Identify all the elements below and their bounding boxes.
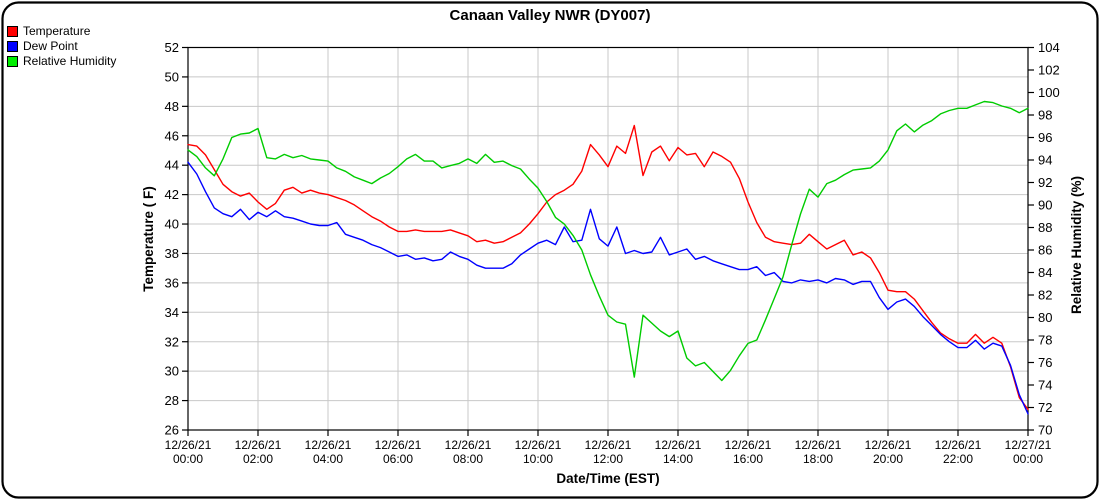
legend: Temperature Dew Point Relative Humidity	[7, 24, 116, 69]
gridlines	[188, 47, 1028, 430]
x-tick-date: 12/26/21	[515, 438, 562, 452]
x-tick-date: 12/26/21	[655, 438, 702, 452]
dew-point-line	[187, 161, 1029, 415]
legend-label: Relative Humidity	[23, 54, 117, 68]
temperature-swatch-icon	[7, 26, 18, 37]
right-tick-label: 70	[1038, 423, 1052, 438]
chart-title: Canaan Valley NWR (DY007)	[449, 7, 651, 24]
temperature-line	[187, 124, 1029, 411]
left-tick-label: 50	[165, 69, 179, 84]
x-tick-time: 22:00	[943, 452, 973, 466]
x-tick-date: 12/27/21	[1005, 438, 1052, 452]
right-tick-label: 98	[1038, 108, 1052, 123]
legend-label: Dew Point	[23, 39, 78, 53]
x-tick-time: 18:00	[803, 452, 833, 466]
left-tick-label: 44	[165, 158, 179, 173]
left-tick-label: 32	[165, 334, 179, 349]
left-tick-label: 38	[165, 246, 179, 261]
right-tick-label: 82	[1038, 288, 1052, 303]
right-tick-label: 80	[1038, 310, 1052, 325]
right-tick-label: 104	[1038, 40, 1060, 55]
x-tick-date: 12/26/21	[725, 438, 772, 452]
right-tick-label: 84	[1038, 265, 1052, 280]
legend-item-temperature: Temperature	[7, 24, 116, 39]
right-tick-label: 92	[1038, 175, 1052, 190]
x-tick-date: 12/26/21	[305, 438, 352, 452]
left-tick-label: 48	[165, 99, 179, 114]
right-tick-label: 72	[1038, 400, 1052, 415]
x-tick-time: 08:00	[453, 452, 483, 466]
x-tick-date: 12/26/21	[165, 438, 212, 452]
x-tick-time: 00:00	[173, 452, 203, 466]
right-tick-label: 100	[1038, 85, 1060, 100]
x-axis: 12/26/2100:0012/26/2102:0012/26/2104:001…	[165, 430, 1052, 466]
legend-label: Temperature	[23, 24, 91, 38]
right-tick-label: 76	[1038, 355, 1052, 370]
x-tick-time: 10:00	[523, 452, 553, 466]
left-tick-label: 36	[165, 275, 179, 290]
right-tick-label: 102	[1038, 63, 1060, 78]
x-tick-date: 12/26/21	[375, 438, 422, 452]
left-tick-label: 40	[165, 217, 179, 232]
x-tick-time: 16:00	[733, 452, 763, 466]
left-tick-label: 42	[165, 187, 179, 202]
x-tick-time: 14:00	[663, 452, 693, 466]
x-tick-time: 06:00	[383, 452, 413, 466]
left-tick-label: 46	[165, 128, 179, 143]
right-tick-label: 96	[1038, 130, 1052, 145]
x-tick-time: 00:00	[1013, 452, 1043, 466]
x-tick-time: 20:00	[873, 452, 903, 466]
left-tick-label: 28	[165, 393, 179, 408]
right-tick-label: 94	[1038, 153, 1052, 168]
x-tick-date: 12/26/21	[935, 438, 982, 452]
left-tick-label: 52	[165, 40, 179, 55]
x-tick-date: 12/26/21	[585, 438, 632, 452]
right-tick-label: 88	[1038, 220, 1052, 235]
x-tick-date: 12/26/21	[235, 438, 282, 452]
x-tick-date: 12/26/21	[795, 438, 842, 452]
legend-item-relative-humidity: Relative Humidity	[7, 54, 116, 69]
relative-humidity-swatch-icon	[7, 56, 18, 67]
x-tick-time: 02:00	[243, 452, 273, 466]
x-tick-time: 12:00	[593, 452, 623, 466]
left-axis: 26 28 30 32 34 36 38 40 42 44 46 48 50 52	[165, 40, 188, 438]
right-tick-label: 78	[1038, 333, 1052, 348]
right-tick-label: 86	[1038, 243, 1052, 258]
right-tick-label: 74	[1038, 378, 1052, 393]
right-axis-title: Relative Humidity (%)	[1069, 176, 1084, 314]
right-axis: 70 72 74 76 78 80 82 84 86 88 90 92 94 96 98 100 102 104	[1028, 40, 1060, 438]
left-tick-label: 34	[165, 305, 179, 320]
left-tick-label: 30	[165, 364, 179, 379]
left-axis-title: Temperature ( F)	[141, 186, 156, 292]
x-tick-date: 12/26/21	[445, 438, 492, 452]
x-tick-time: 04:00	[313, 452, 343, 466]
dew-point-swatch-icon	[7, 41, 18, 52]
right-tick-label: 90	[1038, 198, 1052, 213]
relative-humidity-line	[187, 100, 1029, 382]
x-tick-date: 12/26/21	[865, 438, 912, 452]
left-tick-label: 26	[165, 423, 179, 438]
legend-item-dew-point: Dew Point	[7, 39, 116, 54]
x-axis-title: Date/Time (EST)	[556, 471, 659, 486]
